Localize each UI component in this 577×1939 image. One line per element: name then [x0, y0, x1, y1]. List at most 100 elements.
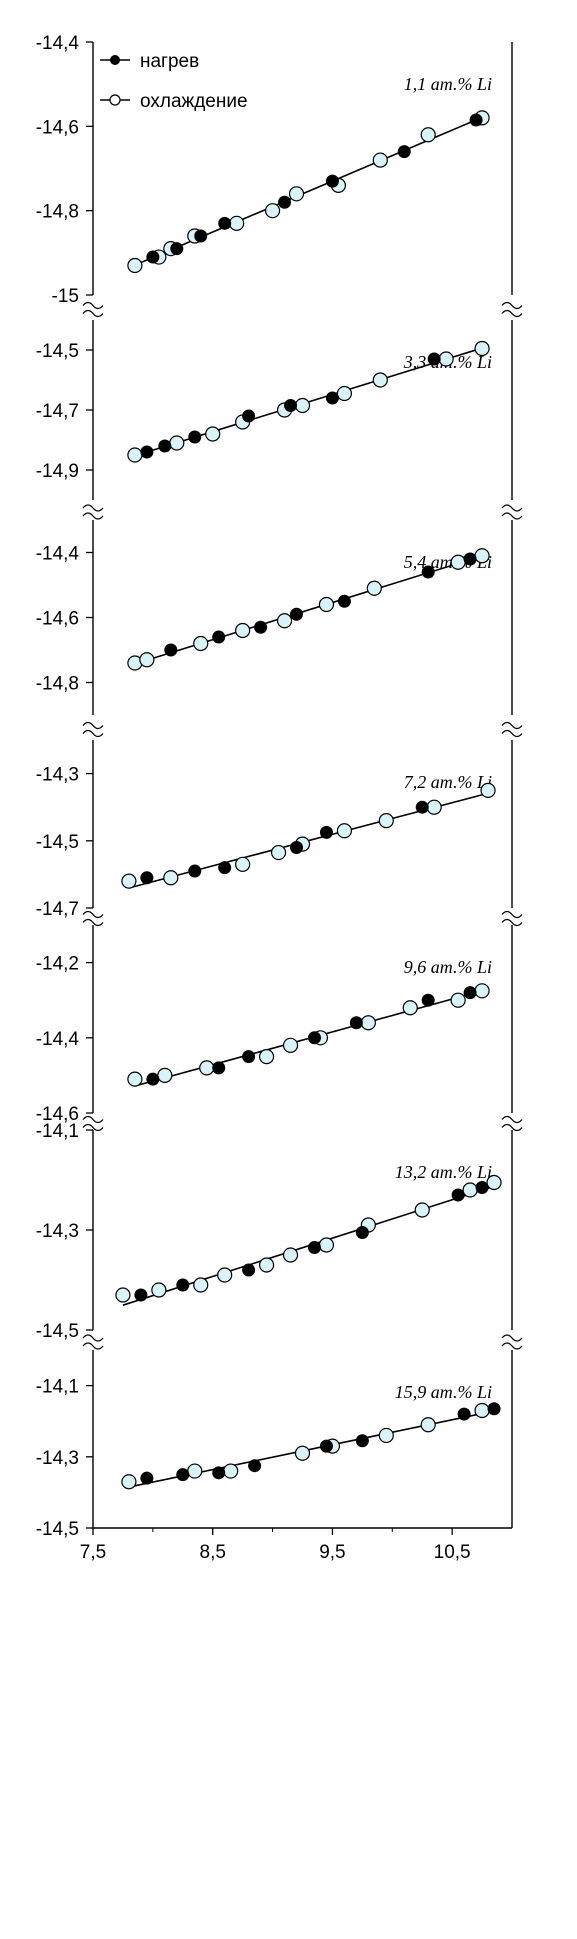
cooling-point — [474, 983, 490, 999]
axis-break-mark — [82, 301, 104, 310]
y-tick-label: -14,4 — [36, 33, 80, 54]
cooling-point — [282, 1247, 299, 1263]
heating-point — [212, 1061, 226, 1075]
cooling-point — [163, 870, 179, 886]
heating-point — [421, 993, 435, 1007]
cooling-point — [336, 823, 352, 839]
y-tick-label: -14,9 — [36, 461, 79, 482]
heating-point — [212, 1466, 226, 1480]
panel-label: 7,2 ат.% Li — [404, 772, 492, 792]
cooling-point — [264, 203, 281, 219]
heating-point — [349, 1016, 363, 1030]
cooling-point — [426, 799, 442, 815]
cooling-point — [121, 1474, 137, 1490]
legend-cooling-marker — [109, 94, 121, 106]
cooling-point — [258, 1048, 275, 1065]
axis-break-mark — [501, 729, 523, 738]
y-tick-label: -14,4 — [36, 1029, 80, 1050]
heating-point — [319, 1439, 333, 1453]
heating-point — [278, 195, 292, 209]
cooling-point — [199, 1060, 215, 1076]
cooling-point — [474, 548, 490, 564]
heating-point — [176, 1278, 190, 1292]
y-tick-label: -14,2 — [36, 954, 79, 975]
cooling-point — [378, 1427, 394, 1444]
cooling-point — [205, 426, 221, 442]
cooling-point — [450, 554, 466, 570]
y-tick-label: -14,5 — [36, 832, 79, 853]
heating-point — [170, 242, 184, 256]
axis-break-mark — [82, 729, 104, 738]
heating-point — [475, 1181, 489, 1194]
cooling-point — [486, 1174, 502, 1191]
y-tick-label: -14,3 — [36, 1221, 79, 1242]
heating-point — [337, 594, 351, 608]
cooling-point — [402, 1000, 418, 1016]
heating-point — [218, 861, 232, 875]
y-tick-label: -14,1 — [36, 1377, 79, 1398]
cooling-point — [366, 580, 382, 596]
heating-point — [463, 986, 477, 1000]
cooling-point — [336, 385, 352, 402]
x-tick-label: 8,5 — [200, 1542, 226, 1563]
y-tick-label: -14,8 — [36, 202, 79, 223]
heating-point — [415, 800, 429, 814]
cooling-point — [115, 1287, 131, 1303]
axis-break-mark — [82, 918, 104, 927]
cooling-point — [235, 622, 251, 639]
cooling-point — [193, 1277, 209, 1293]
cooling-point — [258, 1257, 275, 1273]
heating-point — [146, 1072, 160, 1086]
cooling-point — [414, 1202, 430, 1218]
cooling-point — [378, 813, 394, 829]
panel-label: 1,1 ат.% Li — [404, 74, 492, 94]
cooling-point — [420, 1417, 436, 1433]
y-tick-label: -14,7 — [36, 401, 79, 422]
y-tick-label: -14,3 — [36, 1448, 79, 1469]
cooling-point — [318, 596, 335, 613]
heating-point — [290, 841, 304, 855]
cooling-point — [294, 1445, 311, 1461]
heating-point — [188, 864, 202, 878]
heating-point — [427, 352, 441, 366]
heating-point — [325, 391, 339, 405]
cooling-point — [223, 1463, 239, 1479]
heating-point — [355, 1434, 369, 1448]
cooling-point — [217, 1267, 233, 1283]
axis-break-mark — [82, 721, 104, 730]
cooling-point — [318, 1237, 335, 1253]
axis-break-mark — [501, 910, 523, 919]
cooling-point — [169, 435, 185, 451]
axis-break-mark — [501, 1123, 523, 1132]
panel-label: 15,9 ат.% Li — [395, 1382, 492, 1402]
y-tick-label: -14,3 — [36, 765, 79, 786]
heating-point — [164, 643, 178, 657]
axis-break-mark — [82, 1123, 104, 1132]
y-tick-label: -14,6 — [36, 1104, 79, 1125]
heating-point — [176, 1468, 190, 1482]
cooling-point — [372, 152, 388, 168]
heating-point — [254, 620, 268, 634]
heating-point — [140, 445, 154, 459]
heating-point — [140, 1471, 154, 1485]
axis-break-mark — [501, 504, 523, 512]
axis-break-mark — [501, 1334, 523, 1342]
cooling-point — [187, 1463, 203, 1479]
heating-point — [463, 552, 477, 566]
y-tick-label: -14,4 — [36, 544, 80, 565]
x-tick-label: 10,5 — [434, 1542, 471, 1563]
axis-break-mark — [501, 1115, 523, 1124]
axis-break-mark — [501, 721, 523, 730]
heating-point — [134, 1288, 148, 1302]
legend-heating-marker — [110, 55, 120, 65]
heating-point — [307, 1031, 321, 1045]
cooling-point — [474, 1402, 490, 1419]
heating-point — [284, 399, 298, 412]
heating-point — [355, 1226, 369, 1239]
axis-break-mark — [501, 301, 523, 310]
heating-point — [242, 1263, 256, 1277]
cooling-point — [438, 351, 454, 367]
axis-break-mark — [501, 918, 523, 927]
cooling-point — [121, 873, 137, 889]
